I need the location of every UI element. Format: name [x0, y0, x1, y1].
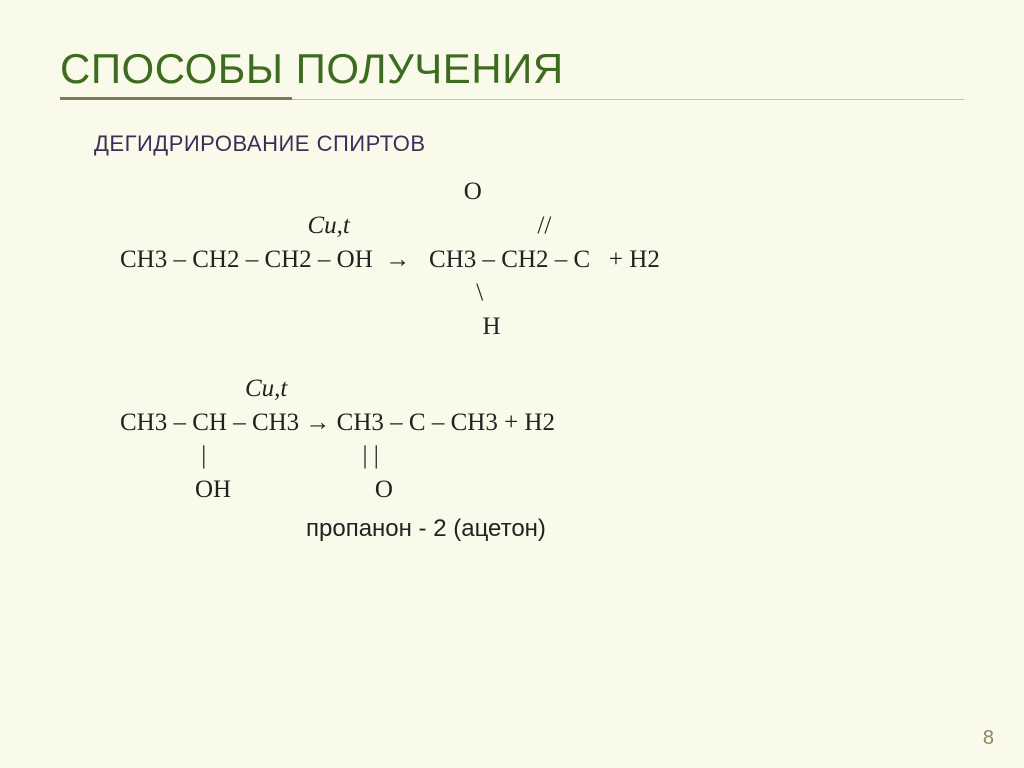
catalyst-2: Cu,t	[245, 375, 287, 402]
eq2-line1: Cu,t	[120, 372, 964, 406]
title-underline	[60, 97, 964, 101]
underline-thick	[60, 97, 292, 100]
eq1-line3: CH3 – CH2 – CH2 – OH → CH3 – CH2 – C + H…	[120, 243, 964, 277]
eq2-line2: CH3 – CH – CH3 → CH3 – C – CH3 + H2	[120, 406, 964, 440]
eq2-line3: | | |	[120, 439, 964, 473]
eq1-line4: \	[120, 276, 964, 310]
eq1-line2: Cu,t //	[120, 209, 964, 243]
eq1-line2-suffix: //	[350, 212, 551, 239]
product-name-line: пропанон - 2 (ацетон)	[120, 513, 964, 545]
page-number: 8	[983, 727, 994, 750]
catalyst-1: Cu,t	[308, 212, 350, 239]
product-indent	[120, 516, 306, 542]
slide-container: СПОСОБЫ ПОЛУЧЕНИЯ ДЕГИДРИРОВАНИЕ СПИРТОВ…	[0, 0, 1024, 768]
eq1-line5: H	[120, 310, 964, 344]
eq2-line4: OH O	[120, 473, 964, 507]
eq2-line1-prefix	[120, 375, 245, 402]
slide-title: СПОСОБЫ ПОЛУЧЕНИЯ	[60, 45, 964, 93]
product-name: пропанон - 2 (ацетон)	[306, 515, 546, 542]
chemistry-equations: O Cu,t // CH3 – CH2 – CH2 – OH → CH3 – C…	[120, 175, 964, 545]
slide-subtitle: ДЕГИДРИРОВАНИЕ СПИРТОВ	[94, 131, 964, 157]
equation-spacer	[120, 344, 964, 372]
eq1-line2-prefix	[120, 212, 308, 239]
eq1-line1: O	[120, 175, 964, 209]
